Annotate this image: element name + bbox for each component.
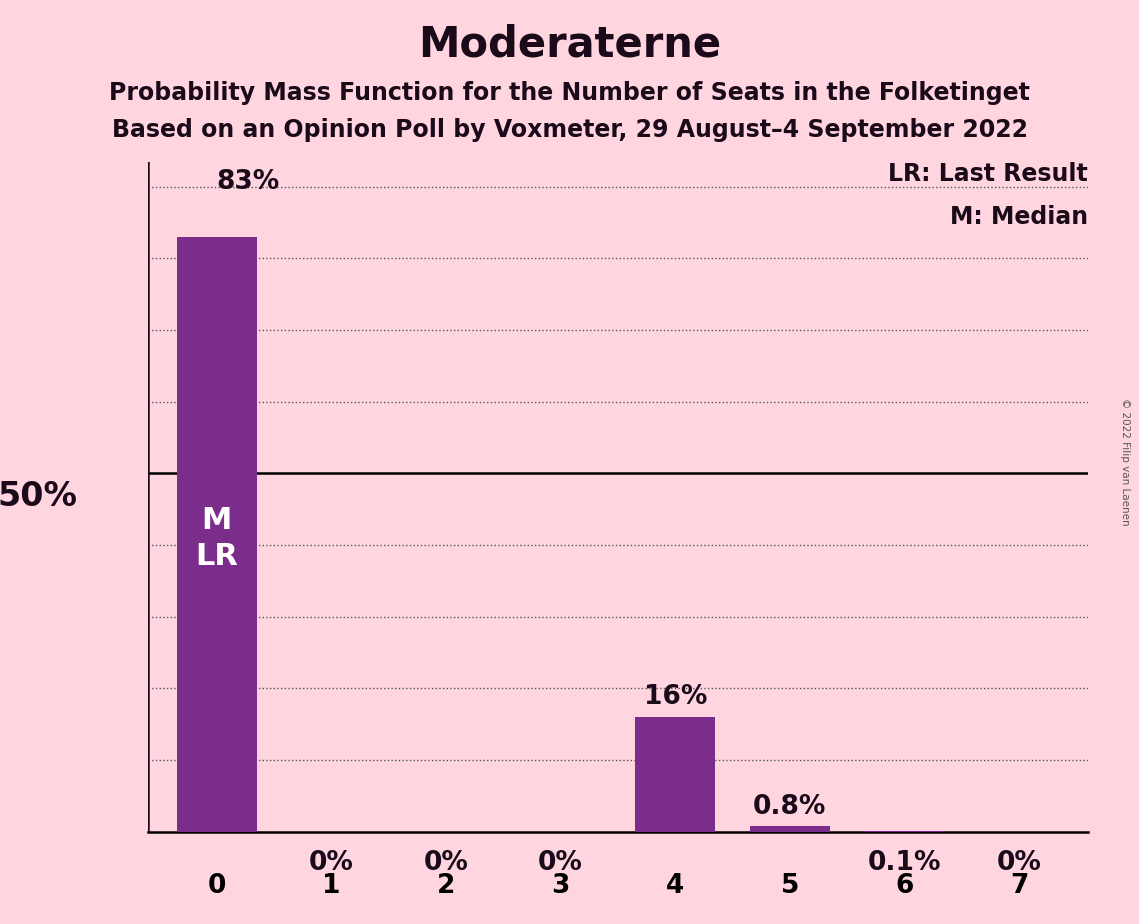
Text: 50%: 50% — [0, 480, 77, 513]
Text: Moderaterne: Moderaterne — [418, 23, 721, 65]
Bar — [749, 826, 830, 832]
Text: 16%: 16% — [644, 684, 707, 710]
Bar — [636, 717, 715, 832]
Text: 0%: 0% — [424, 850, 468, 876]
Text: M
LR: M LR — [196, 505, 238, 570]
Text: 0%: 0% — [309, 850, 354, 876]
Text: 0%: 0% — [538, 850, 583, 876]
Text: LR: Last Result: LR: Last Result — [888, 162, 1088, 186]
Text: © 2022 Filip van Laenen: © 2022 Filip van Laenen — [1121, 398, 1130, 526]
Text: 83%: 83% — [216, 169, 280, 195]
Text: Probability Mass Function for the Number of Seats in the Folketinget: Probability Mass Function for the Number… — [109, 81, 1030, 105]
Bar — [177, 237, 257, 832]
Text: 0.1%: 0.1% — [868, 850, 941, 876]
Text: 0%: 0% — [997, 850, 1041, 876]
Text: 0.8%: 0.8% — [753, 794, 827, 821]
Text: M: Median: M: Median — [950, 205, 1088, 229]
Text: Based on an Opinion Poll by Voxmeter, 29 August–4 September 2022: Based on an Opinion Poll by Voxmeter, 29… — [112, 118, 1027, 142]
